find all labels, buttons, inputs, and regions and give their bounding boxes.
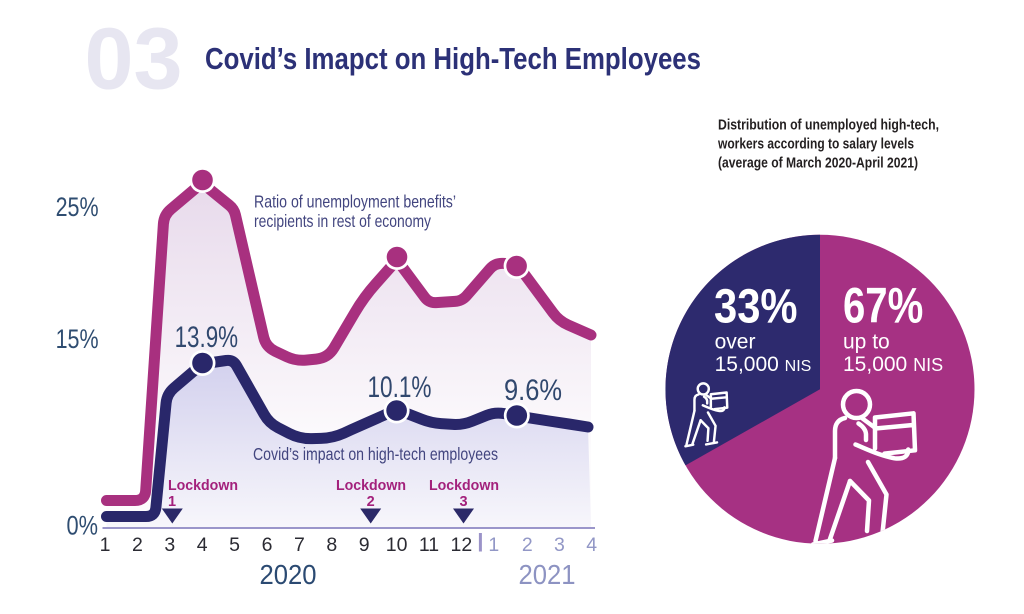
- svg-text:3: 3: [554, 534, 565, 556]
- svg-text:(average of March 2020-April 2: (average of March 2020-April 2021): [718, 156, 918, 172]
- svg-text:1: 1: [488, 534, 499, 556]
- svg-text:2021: 2021: [519, 559, 576, 590]
- svg-text:15%: 15%: [56, 324, 99, 354]
- svg-text:12: 12: [451, 534, 473, 556]
- svg-text:10: 10: [386, 534, 408, 556]
- svg-text:0%: 0%: [67, 511, 99, 541]
- svg-text:Lockdown: Lockdown: [168, 478, 238, 494]
- svg-text:6: 6: [262, 534, 273, 556]
- svg-text:4: 4: [197, 534, 208, 556]
- svg-text:Ratio of unemployment benefits: Ratio of unemployment benefits’: [254, 192, 456, 212]
- svg-text:Lockdown: Lockdown: [429, 478, 499, 494]
- svg-text:8: 8: [326, 534, 337, 556]
- svg-text:67%: 67%: [843, 278, 923, 334]
- svg-text:Covid’s impact on high-tech em: Covid’s impact on high-tech employees: [253, 444, 498, 464]
- svg-text:Lockdown: Lockdown: [336, 478, 406, 494]
- svg-text:3: 3: [164, 534, 175, 556]
- svg-text:Covid’s Imapct on High-Tech Em: Covid’s Imapct on High-Tech Employees: [205, 41, 701, 76]
- svg-text:11: 11: [419, 534, 439, 556]
- svg-text:4: 4: [586, 534, 597, 556]
- svg-text:3: 3: [459, 494, 467, 510]
- svg-text:1: 1: [100, 534, 111, 556]
- svg-text:13.9%: 13.9%: [175, 321, 239, 354]
- svg-text:9.6%: 9.6%: [504, 374, 562, 407]
- svg-text:2020: 2020: [260, 559, 317, 590]
- svg-text:9: 9: [359, 534, 370, 556]
- svg-text:03: 03: [85, 11, 183, 108]
- svg-text:15,000 NIS: 15,000 NIS: [715, 353, 812, 376]
- svg-text:workers according to salary le: workers according to salary levels: [717, 137, 914, 153]
- svg-text:5: 5: [229, 534, 240, 556]
- svg-text:25%: 25%: [56, 192, 99, 222]
- svg-text:15,000 NIS: 15,000 NIS: [843, 353, 943, 376]
- svg-text:recipients in rest of economy: recipients in rest of economy: [254, 211, 431, 231]
- svg-text:up to: up to: [843, 331, 890, 354]
- svg-text:2: 2: [367, 494, 375, 510]
- svg-text:over: over: [715, 330, 756, 353]
- svg-text:10.1%: 10.1%: [368, 371, 432, 404]
- svg-text:1: 1: [168, 494, 176, 510]
- svg-text:33%: 33%: [714, 281, 798, 334]
- svg-text:Distribution of unemployed hig: Distribution of unemployed high-tech,: [718, 118, 939, 134]
- svg-text:7: 7: [294, 534, 305, 556]
- svg-text:2: 2: [132, 534, 143, 556]
- svg-text:2: 2: [522, 534, 533, 556]
